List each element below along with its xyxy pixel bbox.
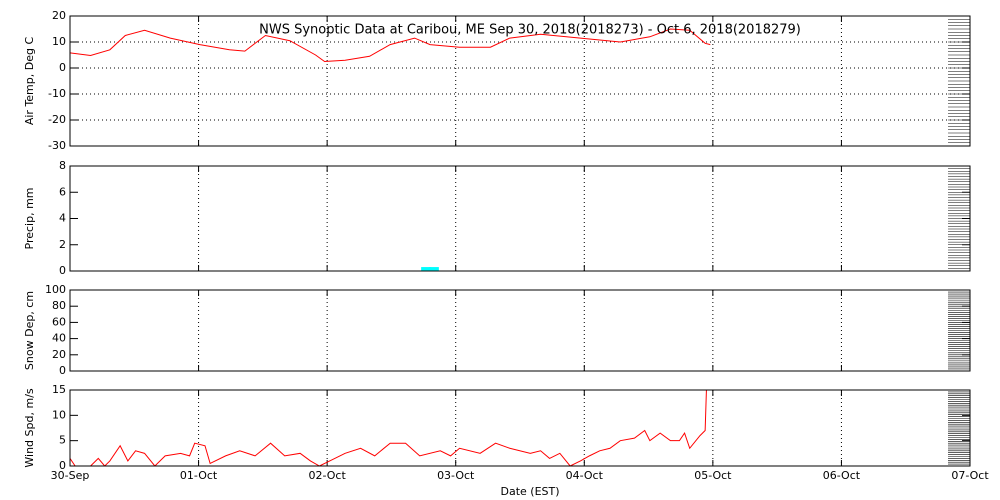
y-tick-label: 5: [59, 434, 66, 447]
series-group: [70, 28, 711, 63]
x-tick-label: 03-Oct: [437, 469, 475, 482]
bar: [421, 267, 432, 271]
y-tick-label: 15: [52, 383, 66, 396]
x-tick-label: 30-Sep: [51, 469, 90, 482]
data-line: [70, 28, 711, 63]
y-tick-label: 60: [52, 315, 66, 328]
y-tick-label: 0: [59, 459, 66, 472]
series-group: [70, 390, 707, 466]
chart-title: NWS Synoptic Data at Caribou, ME Sep 30,…: [259, 23, 801, 38]
x-tick-label: 07-Oct: [951, 469, 989, 482]
x-tick-label: 06-Oct: [823, 469, 861, 482]
y-tick-label: 20: [52, 9, 66, 22]
y-axis-label: Snow Dep, cm: [23, 291, 36, 370]
y-tick-label: 4: [59, 212, 66, 225]
y-tick-label: 0: [59, 264, 66, 277]
x-tick-label: 02-Oct: [308, 469, 346, 482]
y-tick-label: 10: [52, 35, 66, 48]
y-tick-label: 100: [45, 283, 66, 296]
y-tick-label: 8: [59, 159, 66, 172]
plot-frame: [69, 289, 971, 372]
y-tick-label: 10: [52, 408, 66, 421]
x-tick-label: 05-Oct: [694, 469, 732, 482]
y-tick-label: -20: [48, 113, 66, 126]
x-tick-label: 01-Oct: [180, 469, 218, 482]
x-axis-label: Date (EST): [500, 485, 559, 498]
y-tick-label: 40: [52, 332, 66, 345]
y-tick-label: -30: [48, 139, 66, 152]
bar: [428, 267, 439, 271]
plot-frame: [69, 389, 971, 467]
y-axis-label: Precip, mm: [23, 188, 36, 250]
y-axis-label: Air Temp, Deg C: [23, 37, 36, 126]
plot-frame: [69, 165, 971, 272]
y-tick-label: 0: [59, 61, 66, 74]
y-tick-label: 6: [59, 185, 66, 198]
y-tick-label: 0: [59, 364, 66, 377]
data-line: [70, 390, 707, 466]
y-tick-label: 2: [59, 238, 66, 251]
series-group: [421, 267, 439, 271]
plot-frame: [69, 15, 971, 147]
y-axis-label: Wind Spd, m/s: [23, 388, 36, 468]
y-tick-label: 80: [52, 299, 66, 312]
x-tick-label: 04-Oct: [566, 469, 604, 482]
y-tick-label: 20: [52, 348, 66, 361]
y-tick-label: -10: [48, 87, 66, 100]
